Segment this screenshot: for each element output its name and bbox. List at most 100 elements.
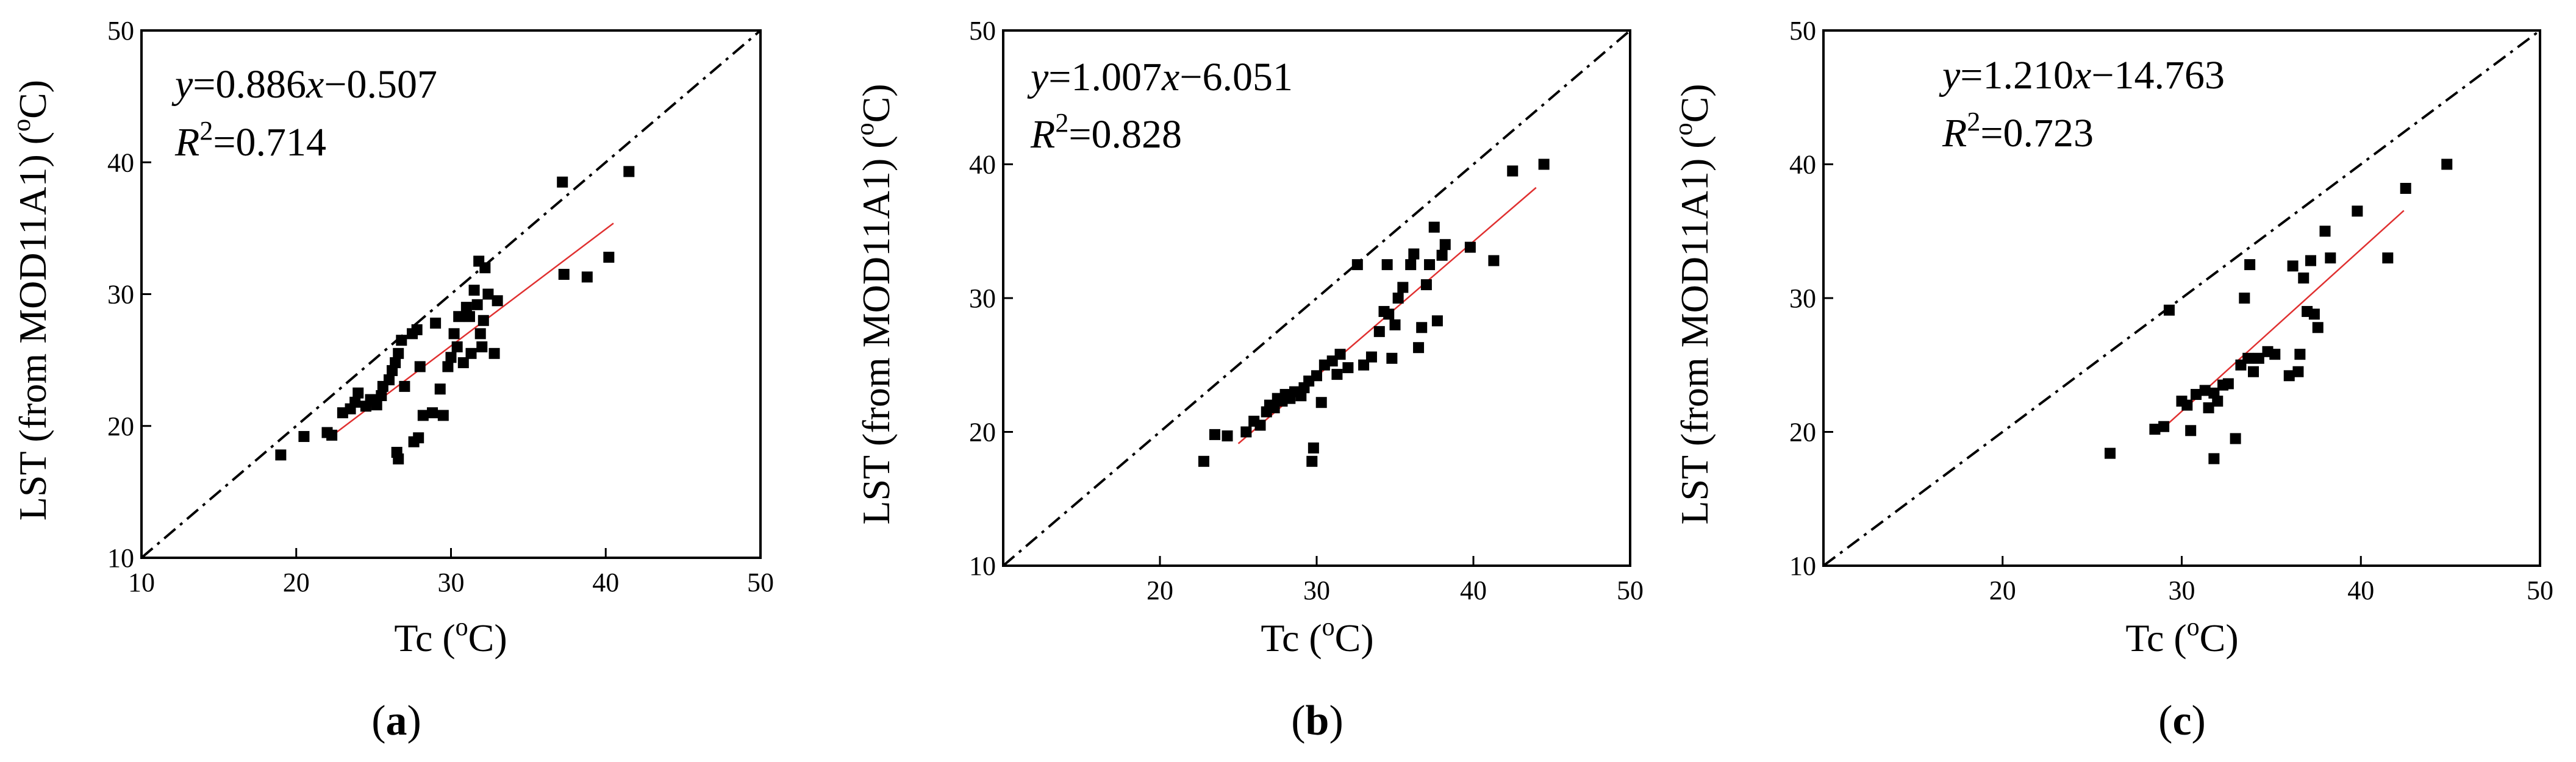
data-point	[2294, 349, 2306, 360]
data-point	[2105, 447, 2116, 459]
data-point	[2292, 366, 2304, 377]
data-point	[2163, 304, 2175, 316]
r2-value: =0.828	[1068, 112, 1182, 157]
panel-label: (a)	[371, 697, 421, 744]
y-tick-label: 40	[107, 148, 134, 177]
equation-intercept: −14.763	[2091, 53, 2225, 98]
data-point	[1209, 429, 1220, 440]
y-axis-title-sup: o	[1670, 123, 1698, 135]
data-point	[479, 262, 491, 274]
equation-slope: =1.007	[1048, 55, 1162, 99]
x-axis-title-post: C)	[2200, 616, 2239, 660]
x-axis-title-pre: Tc (	[1261, 616, 1322, 660]
data-point	[1507, 165, 1519, 177]
data-point	[488, 347, 500, 359]
y-axis-title-pre: LST (from MOD11A1) (	[1673, 135, 1716, 524]
data-point	[1538, 158, 1550, 170]
data-point	[2308, 308, 2320, 320]
panel-label-letter: b	[1306, 697, 1329, 744]
r2-symbol: R	[1030, 112, 1055, 157]
data-point	[2305, 255, 2316, 266]
data-point	[1311, 370, 1322, 382]
data-point	[1198, 455, 1209, 467]
data-point	[453, 311, 465, 322]
y-tick-label: 50	[1789, 16, 1816, 46]
data-point	[460, 302, 472, 313]
data-point	[1331, 369, 1343, 380]
r2-symbol: R	[174, 120, 199, 165]
data-point	[2158, 421, 2170, 432]
y-tick-label: 20	[1789, 418, 1816, 447]
data-point	[376, 390, 387, 402]
chart-panel-c: 20 30 40 50 10 20 30 40 50 y=1.210x−14.763 R2=0.72…	[1670, 16, 2553, 744]
chart-panel-b: 20 30 40 50 10 20 30 40 50 y=1.007x−6.051 R2=0.828…	[851, 16, 1644, 744]
data-point	[2191, 389, 2202, 401]
data-point	[393, 453, 404, 465]
data-point	[2248, 366, 2259, 377]
data-point	[275, 449, 287, 461]
y-tick-label: 10	[107, 543, 134, 573]
identity-line	[140, 29, 762, 559]
data-point	[430, 318, 442, 329]
data-point	[1392, 293, 1404, 304]
data-point	[2352, 205, 2363, 217]
data-point	[1342, 362, 1354, 374]
data-point	[457, 357, 469, 368]
x-tick-label: 20	[1147, 575, 1173, 605]
data-point	[1464, 241, 1476, 253]
data-point	[1389, 319, 1401, 330]
y-axis-title-post: C)	[11, 80, 54, 119]
x-tick-label: 50	[1617, 575, 1644, 605]
data-point	[1334, 349, 1346, 360]
data-point	[1424, 259, 1436, 271]
x-axis-title: Tc (oC)	[394, 613, 507, 660]
data-point	[468, 285, 480, 296]
y-tick-label: 20	[969, 418, 996, 447]
x-axis-title-post: C)	[468, 616, 507, 660]
identity-line	[1822, 29, 2541, 567]
data-point	[492, 295, 503, 307]
data-point	[463, 311, 475, 322]
data-point	[1306, 455, 1318, 467]
x-tick-label: 40	[592, 568, 619, 597]
data-point	[1428, 221, 1440, 233]
data-point	[2269, 349, 2281, 360]
regression-equation: y=0.886x−0.507	[171, 62, 437, 107]
r2-superscript: 2	[1967, 107, 1980, 137]
r2-symbol: R	[1942, 111, 1967, 155]
panel-label-open: (	[2158, 697, 2172, 744]
data-point	[2149, 424, 2161, 435]
data-point	[603, 251, 615, 263]
panel-label-close: )	[407, 697, 421, 744]
panel-label-close: )	[1329, 697, 1343, 744]
data-point	[451, 341, 463, 352]
data-point	[1420, 279, 1432, 291]
data-point	[326, 429, 338, 441]
r-squared: R2=0.714	[174, 116, 326, 165]
r2-value: =0.723	[1980, 111, 2094, 155]
equation-x: x	[306, 62, 324, 107]
y-axis-title-pre: LST (from MOD11A1) (	[11, 132, 54, 521]
data-point	[393, 347, 404, 359]
r-squared: R2=0.828	[1030, 108, 1182, 157]
equation-y: y	[1939, 53, 1961, 98]
panel-label-letter: c	[2172, 697, 2191, 744]
data-point	[2312, 322, 2324, 333]
y-tick-label: 40	[1789, 150, 1816, 180]
data-point	[557, 176, 568, 188]
identity-line	[1002, 29, 1631, 567]
panel-label: (c)	[2158, 697, 2206, 744]
data-point	[1254, 419, 1266, 431]
equation-x: x	[1161, 55, 1179, 99]
x-tick-label: 40	[2347, 575, 2374, 605]
data-point	[1308, 442, 1319, 454]
data-point	[2181, 399, 2193, 411]
data-point	[1439, 239, 1451, 251]
y-tick-label: 30	[1789, 283, 1816, 313]
data-point	[2319, 226, 2331, 237]
x-axis-title: Tc (oC)	[2125, 613, 2238, 660]
data-point	[2298, 272, 2309, 284]
equation-slope: =0.886	[193, 62, 306, 107]
r2-superscript: 2	[199, 116, 213, 146]
